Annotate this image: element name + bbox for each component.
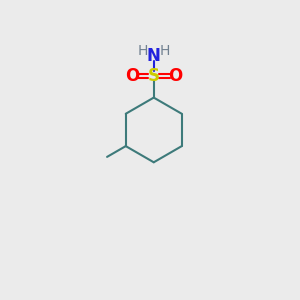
Text: O: O (125, 67, 139, 85)
Text: O: O (168, 67, 182, 85)
Text: H: H (138, 44, 148, 58)
Text: N: N (147, 47, 161, 65)
Text: H: H (159, 44, 170, 58)
Text: S: S (148, 67, 160, 85)
